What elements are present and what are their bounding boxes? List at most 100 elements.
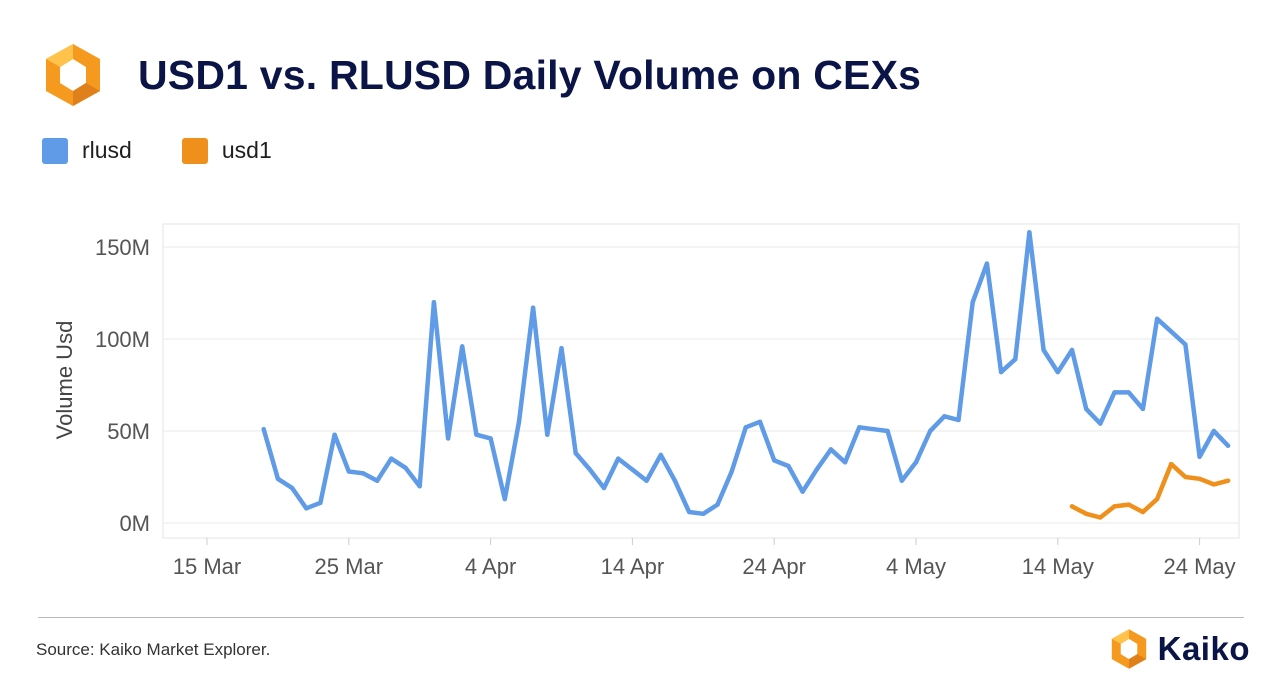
data-point-rlusd: [417, 484, 422, 489]
data-point-rlusd: [644, 478, 649, 483]
data-point-rlusd: [828, 447, 834, 452]
data-point-rlusd: [942, 414, 947, 419]
data-point-usd1: [1183, 474, 1188, 480]
data-point-rlusd: [502, 496, 507, 502]
data-point-rlusd: [360, 471, 366, 476]
x-tick-label: 4 Apr: [465, 554, 516, 579]
data-point-rlusd: [601, 485, 607, 491]
x-tick-label: 25 Mar: [315, 554, 383, 579]
data-point-rlusd: [1140, 406, 1146, 412]
y-tick-label: 100M: [95, 327, 150, 352]
series-line-rlusd: [261, 230, 1231, 517]
data-point-rlusd: [530, 305, 536, 310]
data-point-rlusd: [658, 452, 663, 458]
data-point-usd1: [1069, 504, 1075, 509]
x-tick-label: 15 Mar: [173, 554, 241, 579]
data-point-rlusd: [431, 300, 437, 305]
data-point-rlusd: [786, 463, 791, 469]
x-tick-label: 24 May: [1164, 554, 1236, 579]
data-point-rlusd: [389, 456, 394, 461]
data-point-usd1: [1211, 482, 1217, 487]
brand-name: Kaiko: [1157, 630, 1250, 667]
data-point-rlusd: [616, 456, 621, 461]
kaiko-logo: [46, 44, 100, 106]
data-point-rlusd: [1225, 443, 1231, 448]
data-point-rlusd: [559, 346, 564, 351]
data-point-rlusd: [885, 428, 890, 434]
data-point-usd1: [1126, 502, 1131, 507]
y-axis-ticks: 0M 50M 100M 150M: [95, 235, 150, 536]
data-point-rlusd: [899, 478, 904, 483]
data-point-rlusd: [1084, 406, 1089, 412]
data-point-rlusd: [1211, 428, 1217, 434]
data-point-rlusd: [460, 344, 465, 349]
data-point-usd1: [1197, 476, 1202, 481]
legend-item-usd1[interactable]: usd1: [181, 137, 272, 164]
legend-swatch-usd1: [181, 137, 208, 164]
x-tick-label: 14 May: [1022, 554, 1094, 579]
data-point-rlusd: [998, 369, 1004, 375]
y-axis-label: Volume Usd: [52, 321, 77, 440]
chart-title: USD1 vs. RLUSD Daily Volume on CEXs: [138, 52, 922, 98]
data-point-rlusd: [871, 427, 876, 432]
legend-item-rlusd[interactable]: rlusd: [42, 137, 132, 164]
data-point-rlusd: [743, 425, 748, 430]
data-point-rlusd: [304, 506, 309, 511]
data-point-usd1: [1225, 478, 1231, 483]
y-tick-label: 50M: [107, 419, 150, 444]
x-tick-label: 14 Apr: [601, 554, 665, 579]
data-point-rlusd: [1069, 347, 1075, 353]
data-point-rlusd: [956, 417, 961, 423]
series-lines: [261, 230, 1231, 520]
data-point-rlusd: [1197, 454, 1202, 459]
kaiko-brand-icon: [1111, 629, 1146, 669]
data-point-rlusd: [1183, 342, 1188, 347]
data-point-rlusd: [332, 432, 337, 437]
data-point-usd1: [1098, 515, 1103, 520]
data-point-rlusd: [1154, 316, 1160, 321]
y-tick-label: 150M: [95, 235, 150, 260]
data-point-rlusd: [1013, 357, 1018, 362]
data-point-rlusd: [488, 436, 493, 441]
data-point-rlusd: [1027, 230, 1032, 235]
x-axis-ticks: 15 Mar 25 Mar 4 Apr 14 Apr 24 Apr 4 May 14 May…: [173, 538, 1236, 579]
plot-frame: [162, 223, 1240, 539]
data-point-rlusd: [630, 467, 635, 472]
data-point-rlusd: [686, 509, 692, 515]
data-point-rlusd: [445, 436, 451, 441]
data-point-rlusd: [1169, 329, 1174, 334]
data-point-rlusd: [913, 460, 919, 465]
legend: rlusd usd1: [42, 137, 322, 164]
data-point-rlusd: [1112, 390, 1117, 395]
data-point-rlusd: [842, 460, 848, 465]
data-point-usd1: [1169, 461, 1174, 467]
data-point-rlusd: [757, 419, 763, 424]
data-point-rlusd: [403, 465, 408, 470]
data-point-rlusd: [275, 476, 281, 481]
data-point-rlusd: [1041, 347, 1046, 353]
brand: Kaiko: [1108, 628, 1250, 670]
legend-swatch-rlusd: [42, 137, 68, 164]
data-point-rlusd: [346, 469, 351, 474]
data-point-rlusd: [715, 502, 720, 507]
data-point-rlusd: [814, 467, 819, 472]
data-point-rlusd: [587, 467, 593, 472]
line-chart: 0M 50M 100M 150M 15 Mar 25 Mar 4 Apr 14 Apr 24 …: [52, 223, 1240, 579]
x-tick-label: 4 May: [886, 554, 946, 579]
data-point-rlusd: [857, 425, 862, 430]
data-point-rlusd: [928, 428, 933, 434]
y-tick-label: 0M: [119, 511, 150, 536]
data-point-usd1: [1084, 511, 1089, 516]
data-point-rlusd: [800, 489, 805, 494]
data-point-rlusd: [261, 427, 266, 432]
data-point-rlusd: [1126, 390, 1131, 395]
data-point-rlusd: [318, 500, 323, 505]
data-point-rlusd: [573, 450, 578, 456]
legend-label-usd1: usd1: [221, 137, 272, 163]
footer-divider: [38, 617, 1244, 618]
data-point-rlusd: [1055, 369, 1061, 375]
source-note: Source: Kaiko Market Explorer.: [36, 640, 271, 659]
grid-lines: [163, 246, 1239, 524]
data-point-rlusd: [516, 419, 522, 424]
data-point-rlusd: [984, 261, 990, 266]
